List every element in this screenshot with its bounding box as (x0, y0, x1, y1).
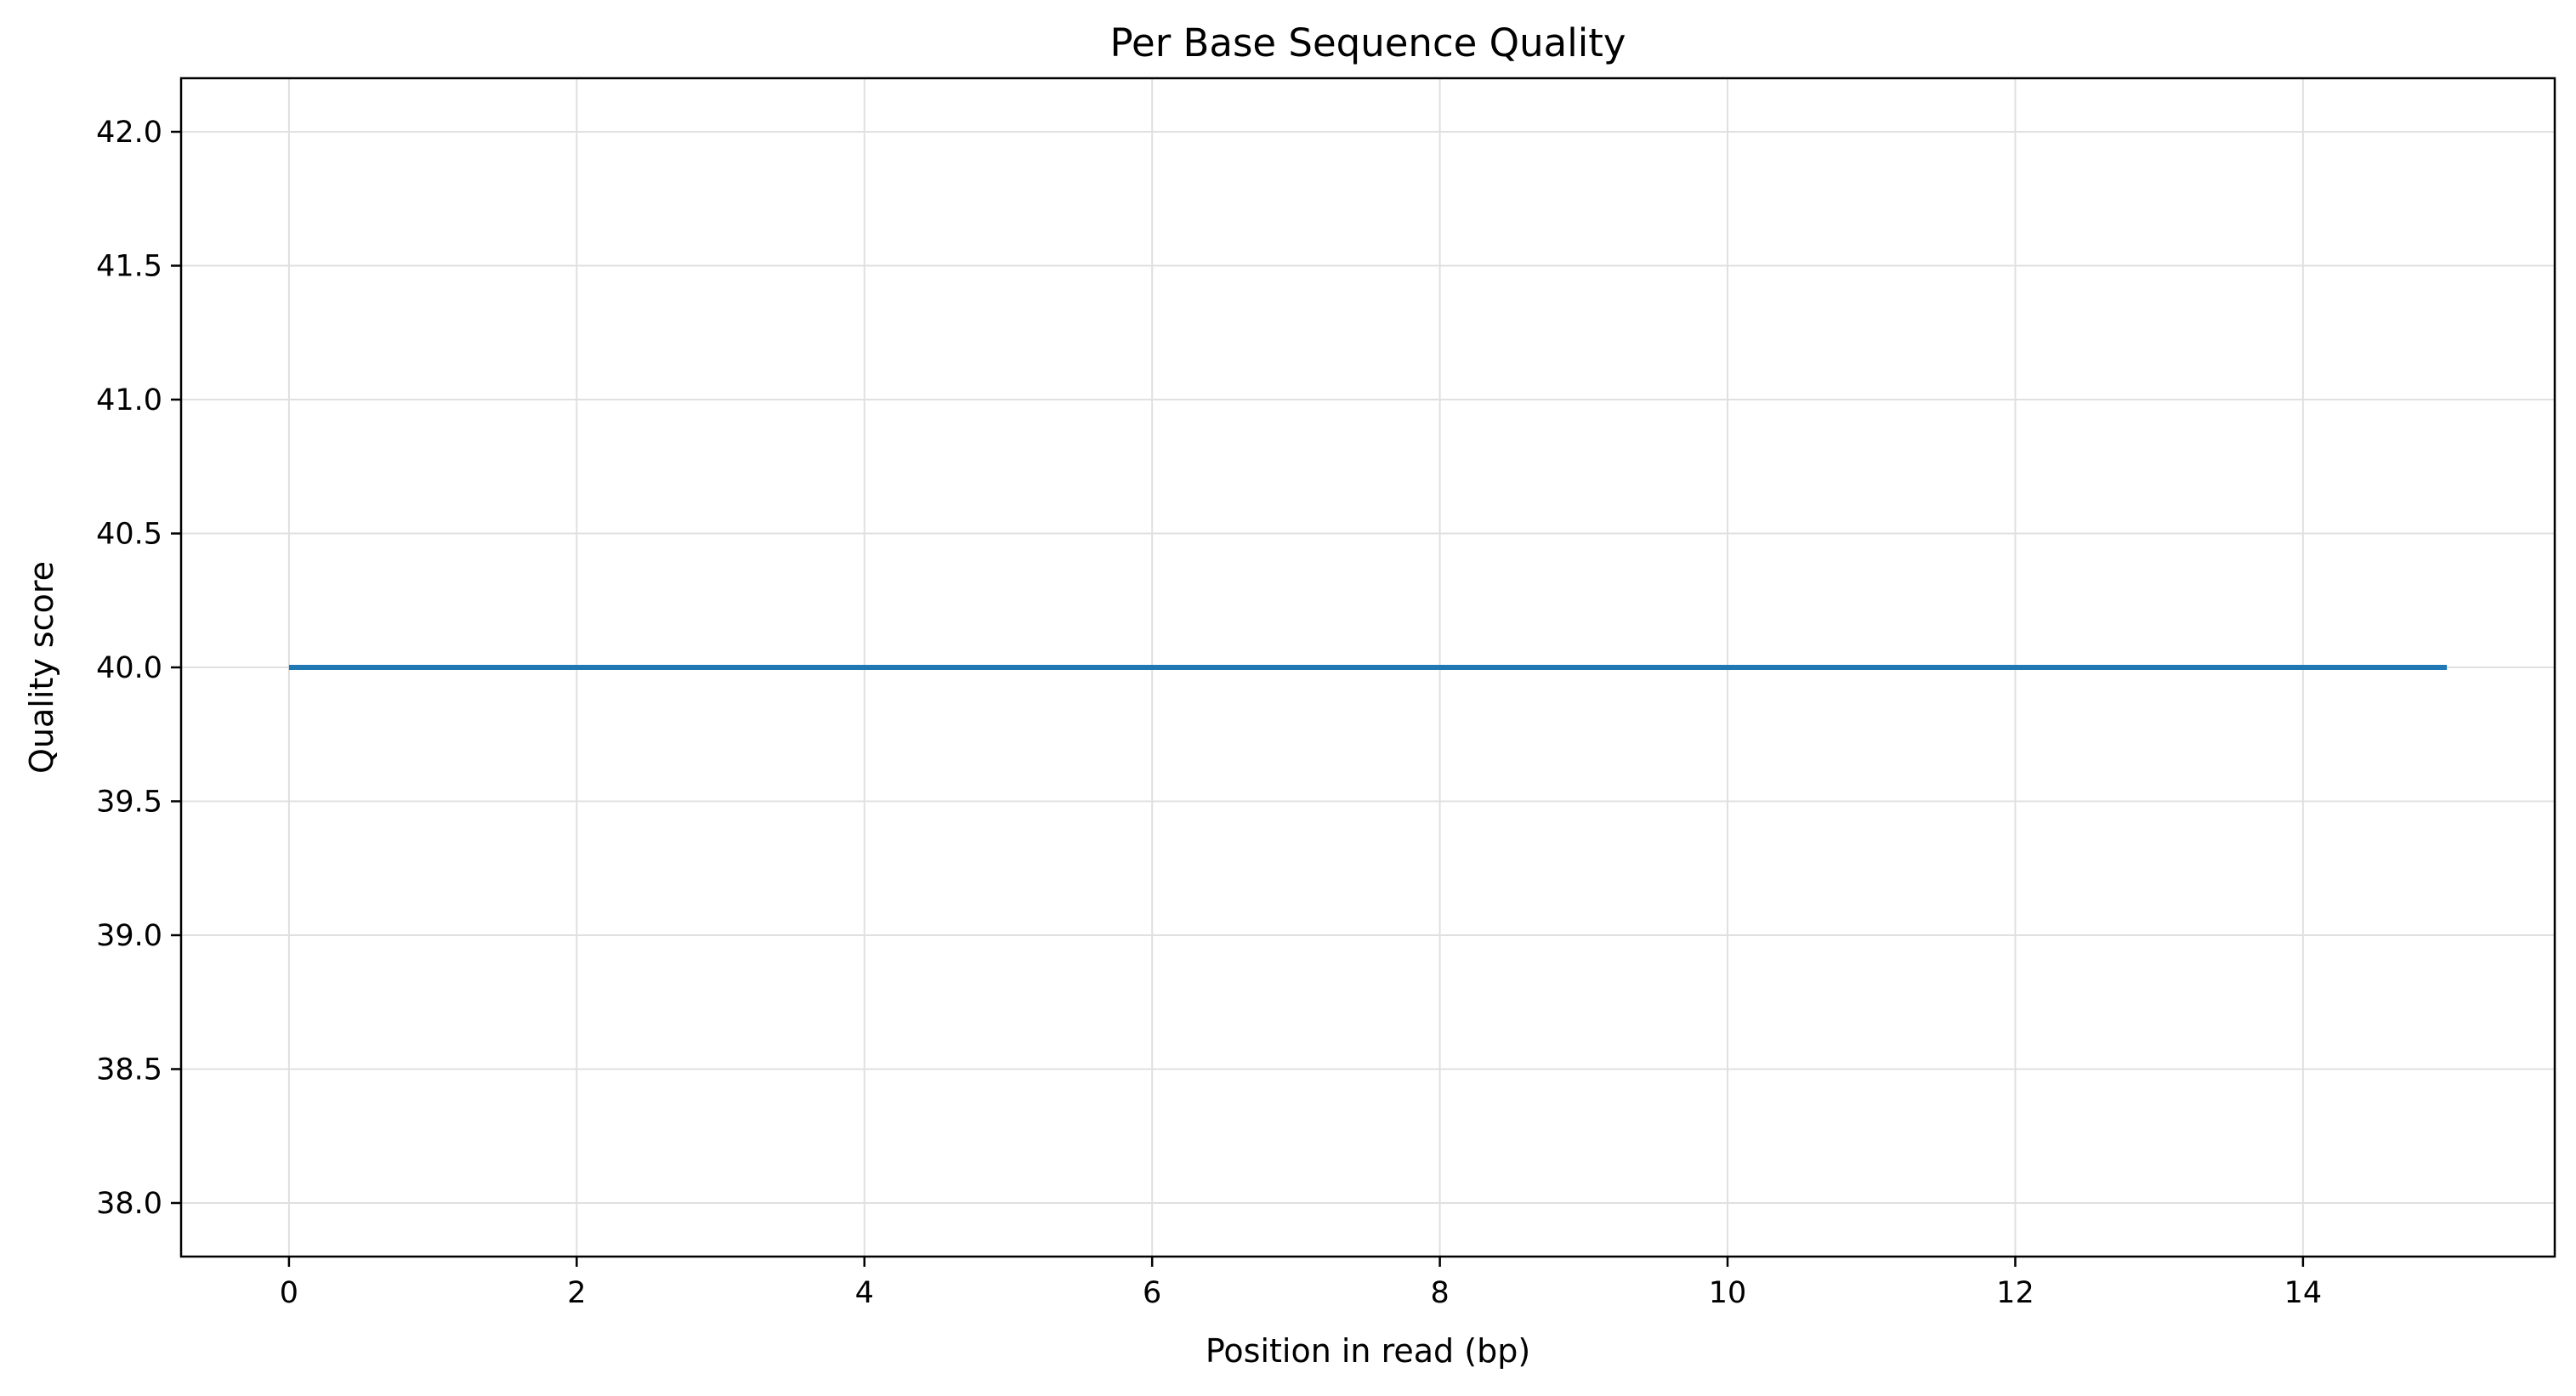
x-tick-label: 14 (2284, 1276, 2323, 1310)
x-axis-label: Position in read (bp) (1206, 1332, 1530, 1370)
x-tick-label: 2 (567, 1276, 586, 1310)
y-tick-label: 42.0 (96, 116, 162, 150)
y-tick-label: 40.5 (96, 518, 162, 552)
chart-title: Per Base Sequence Quality (1110, 20, 1626, 65)
y-tick-label: 39.5 (96, 786, 162, 820)
y-tick-label: 38.5 (96, 1053, 162, 1087)
y-tick-label: 41.5 (96, 250, 162, 284)
y-axis-label: Quality score (23, 561, 60, 774)
y-tick-label: 38.0 (96, 1187, 162, 1221)
y-tick-label: 40.0 (96, 651, 162, 685)
x-tick-label: 10 (1709, 1276, 1747, 1310)
x-tick-label: 12 (1996, 1276, 2034, 1310)
axis-ticks: 0 2 4 6 8 10 12 14 38.0 38.5 39.0 39.5 40.0 40.5 41.0 4… (96, 116, 2322, 1310)
x-tick-label: 4 (855, 1276, 874, 1310)
y-tick-label: 41.0 (96, 383, 162, 417)
x-tick-label: 8 (1430, 1276, 1449, 1310)
y-tick-label: 39.0 (96, 919, 162, 953)
x-tick-label: 0 (280, 1276, 298, 1310)
x-tick-label: 6 (1143, 1276, 1161, 1310)
